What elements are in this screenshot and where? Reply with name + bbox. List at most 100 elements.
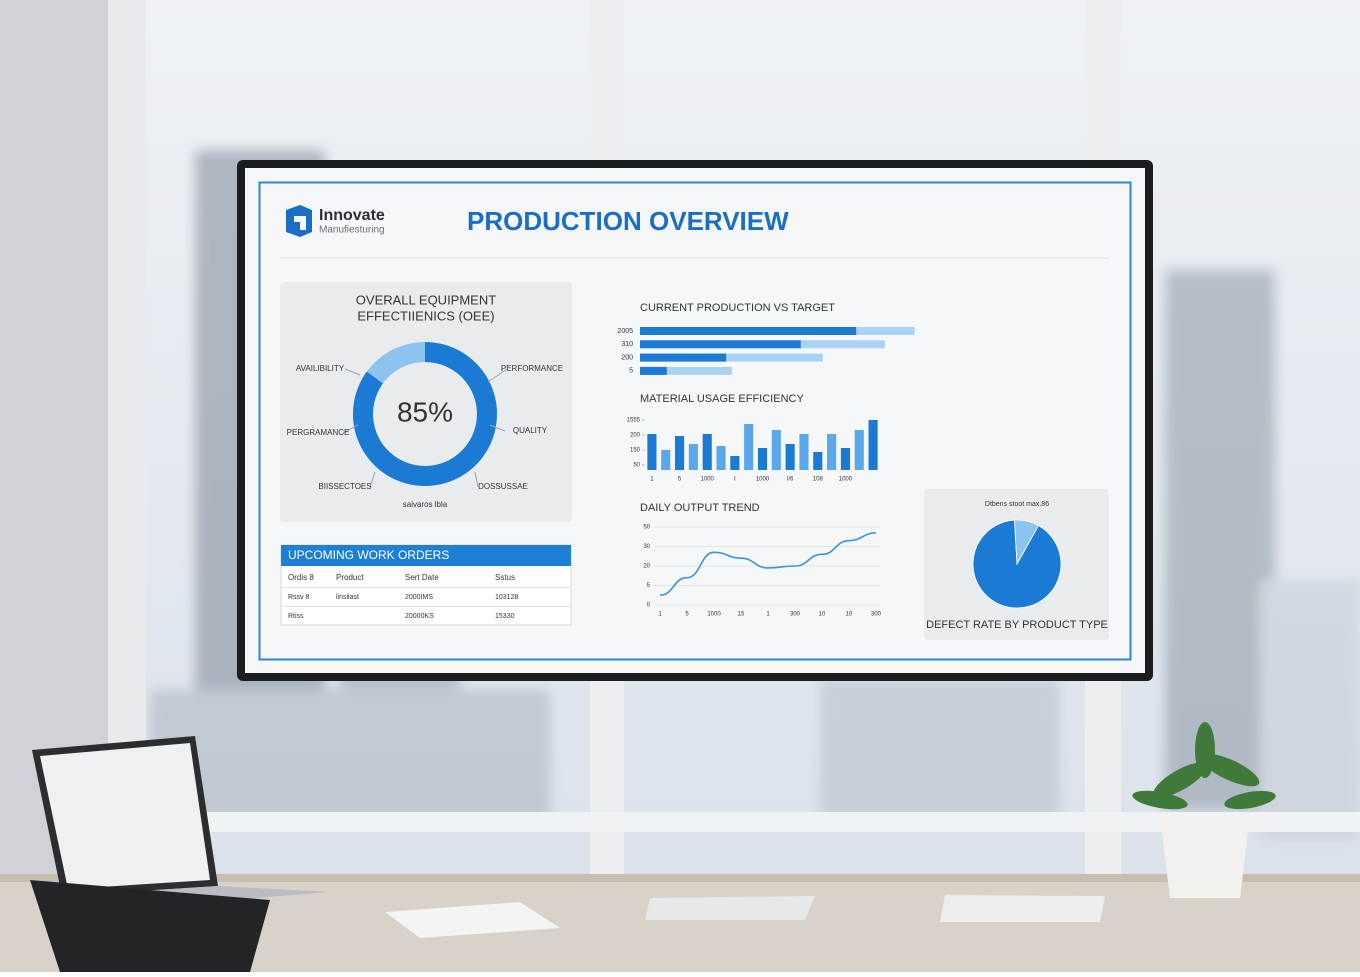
panel-title: EFFECTIIENICS (OEE): [357, 308, 494, 323]
chart-title: CURRENT PRODUCTION VS TARGET: [640, 302, 835, 314]
y-tick-label: 20: [643, 564, 650, 570]
oee-panel: [280, 282, 572, 522]
donut-value: 85%: [397, 396, 453, 427]
building: [150, 690, 550, 820]
bar: [640, 327, 857, 335]
leaf: [1132, 790, 1188, 810]
bar: [771, 430, 781, 470]
donut-annotation: PERFORMANCE: [501, 364, 563, 373]
tablet: [645, 896, 815, 920]
bar: [840, 448, 851, 470]
x-tick-label: 1: [658, 612, 662, 618]
leaf: [1200, 753, 1260, 787]
plant-leaves: [1132, 722, 1276, 810]
bar: [716, 446, 726, 470]
work-orders-title: UPCOMING WORK ORDERS: [288, 548, 449, 562]
donut-annotation: BIISSECTOES: [318, 482, 371, 491]
x-tick-label: 10: [819, 612, 826, 618]
chart-title: DAILY OUTPUT TREND: [640, 502, 760, 514]
x-tick-label: 1000: [839, 477, 853, 483]
y-tick-label: 50: [633, 463, 640, 469]
brand-subtitle: Manufiesturing: [319, 225, 385, 236]
column-header: Sert Date: [405, 573, 439, 582]
chair: [30, 880, 270, 972]
leader-line: [474, 471, 479, 488]
bar: [854, 430, 864, 470]
y-tick-label: 30: [643, 544, 650, 550]
x-tick-label: 1000: [701, 477, 715, 483]
x-tick-label: 1000: [707, 612, 721, 618]
leader-line: [489, 424, 506, 432]
x-tick-label: 5: [685, 612, 689, 618]
building: [820, 680, 1060, 820]
bar: [827, 434, 837, 470]
bar: [647, 434, 657, 470]
bar: [640, 353, 823, 362]
bar: [757, 448, 768, 470]
column-header: Ordis 8: [288, 573, 314, 582]
x-tick-label: 108: [813, 477, 824, 483]
dashboard-title: PRODUCTION OVERVIEW: [467, 206, 789, 236]
column-header: Sstus: [495, 573, 515, 582]
wall: [0, 0, 112, 880]
leaf: [1224, 790, 1276, 810]
plant-pot: [1160, 815, 1250, 898]
logo-cutout: [294, 216, 306, 230]
donut-annotation: AVAILIBILITY: [296, 364, 345, 373]
bar: [640, 366, 732, 375]
building: [1165, 270, 1275, 810]
donut-caption: saivaros lbla: [403, 500, 448, 509]
y-tick-label: 310: [621, 341, 633, 348]
leader-line: [487, 368, 508, 383]
building: [1260, 580, 1360, 840]
leader-line: [369, 471, 376, 488]
x-tick-label: 1: [650, 477, 654, 483]
leaf: [1195, 722, 1215, 778]
donut-annotation: DOSSUSSAE: [478, 482, 528, 491]
work-orders-header: [281, 545, 571, 566]
y-tick-label: 200: [621, 354, 633, 361]
y-tick-label: 1555: [627, 418, 641, 424]
x-tick-label: 1000: [756, 477, 770, 483]
bar: [868, 420, 878, 470]
table-cell: Rtiss: [288, 613, 304, 620]
column-header: Product: [336, 573, 364, 582]
y-tick-label: 5: [629, 368, 633, 375]
window-sill: [108, 812, 1360, 832]
leader-line: [342, 424, 359, 434]
paper: [385, 902, 560, 938]
table-cell: 103128: [495, 594, 518, 601]
x-tick-label: 300: [790, 612, 801, 618]
donut-annotation: QUALITY: [513, 426, 548, 435]
bar: [661, 450, 671, 470]
table-cell: linsilast: [336, 594, 359, 601]
x-tick-label: I: [734, 477, 736, 483]
dashboard-frame: [258, 181, 1132, 661]
y-tick-label: 200: [630, 433, 641, 439]
brand-name: Innovate: [319, 207, 385, 224]
leader-line: [344, 368, 361, 376]
desk-edge: [0, 874, 1360, 882]
y-tick-label: 2005: [617, 328, 633, 335]
keyboard: [940, 895, 1105, 922]
y-tick-label: 150: [630, 448, 641, 454]
panel-title: OVERALL EQUIPMENT: [356, 292, 496, 307]
bar: [813, 452, 823, 470]
bar: [702, 434, 712, 470]
donut-annotation: PERGRAMANCE: [287, 428, 350, 437]
chart-title: MATERIAL USAGE EFFICIENCY: [640, 393, 804, 405]
chart-title: DEFECT RATE BY PRODUCT TYPE: [926, 619, 1108, 631]
x-tick-label: I/6: [787, 477, 794, 483]
bar: [785, 444, 795, 470]
bar: [688, 444, 698, 470]
table-cell: 20000KS: [405, 613, 434, 620]
bar: [730, 456, 740, 470]
y-tick-label: 5: [647, 583, 651, 589]
pie-slice: [1014, 519, 1039, 566]
bar: [674, 436, 685, 470]
table-cell: Rssv 8: [288, 594, 310, 601]
x-tick-label: 15: [738, 612, 745, 618]
y-tick-label: 0: [647, 603, 651, 609]
bar: [640, 366, 667, 375]
